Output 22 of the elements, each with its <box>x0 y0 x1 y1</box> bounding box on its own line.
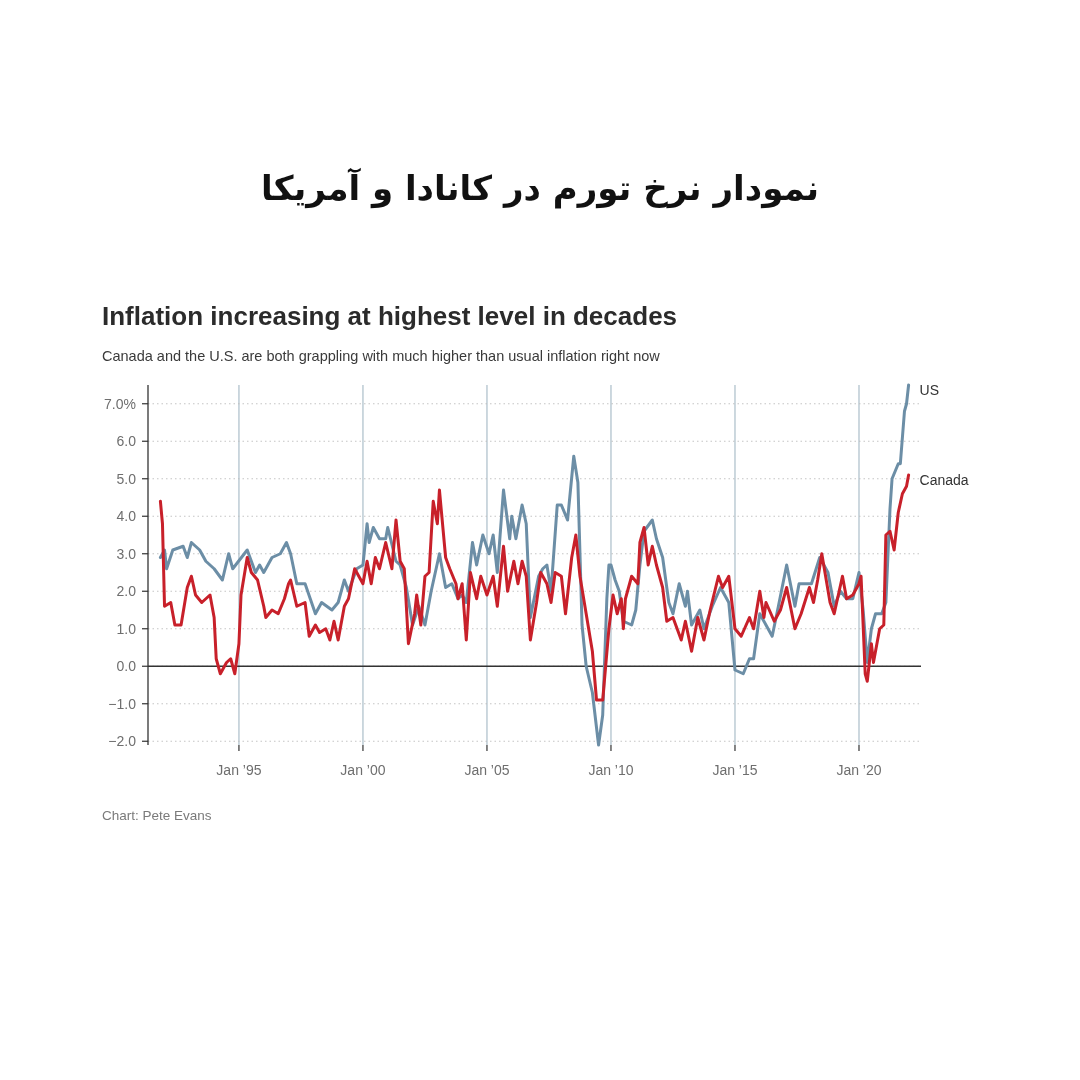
y-tick-label: 2.0 <box>116 583 137 600</box>
chart-title: نمودار نرخ تورم در کانادا و آمریکا <box>260 167 820 209</box>
y-tick-label: 6.0 <box>116 433 137 450</box>
series-label: US <box>919 382 940 398</box>
text: Canada and the U.S. are both grappling with much higher than usual inflation right now <box>102 348 661 364</box>
x-tick-label: Jan ’95 <box>216 762 262 778</box>
y-tick-label: 0.0 <box>116 658 137 675</box>
series-label: Canada <box>919 472 969 488</box>
y-tick-label: 3.0 <box>116 545 137 562</box>
y-tick-label: 7.0% <box>104 395 136 412</box>
text: Chart: Pete Evans <box>102 808 212 823</box>
x-tick-label: Jan ’00 <box>340 762 386 778</box>
x-tick-label: Jan ’20 <box>836 762 882 778</box>
y-tick-label: −1.0 <box>108 695 137 712</box>
chart-subtitle: Inflation increasing at highest level in decades <box>102 301 678 331</box>
y-tick-label: 5.0 <box>116 470 137 487</box>
y-tick-label: 1.0 <box>116 620 137 637</box>
x-tick-label: Jan ’10 <box>588 762 634 778</box>
x-tick-label: Jan ’05 <box>464 762 510 778</box>
x-tick-label: Jan ’15 <box>712 762 758 778</box>
y-tick-label: −2.0 <box>108 733 137 750</box>
y-tick-label: 4.0 <box>116 508 137 525</box>
